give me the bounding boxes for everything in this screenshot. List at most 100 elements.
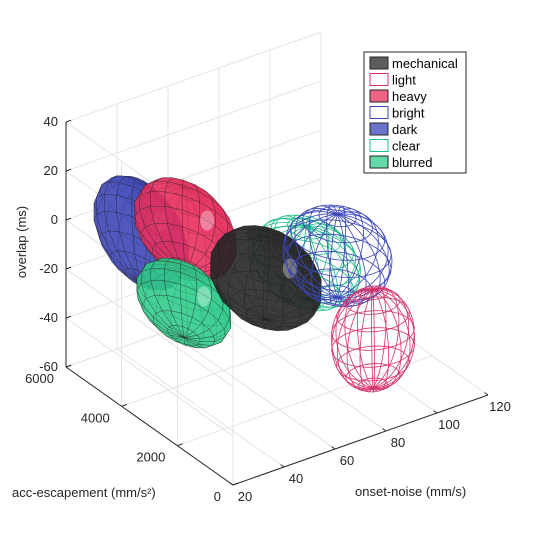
ellipsoid-parallel xyxy=(283,233,392,293)
x-tick xyxy=(433,410,438,414)
ellipsoid-meridian xyxy=(344,287,374,389)
x-tick xyxy=(331,446,336,450)
z-tick xyxy=(65,119,72,123)
ellipsoid-parallel xyxy=(283,219,392,278)
legend-swatch-dark xyxy=(369,122,389,136)
y-tick-label: 6000 xyxy=(25,371,54,386)
ellipsoid-meridian xyxy=(372,289,402,391)
x-tick xyxy=(229,482,234,486)
z-tick-label: 0 xyxy=(51,212,58,227)
ellipsoid-parallel xyxy=(345,363,401,390)
ellipsoid-facet xyxy=(150,268,165,281)
ellipsoid-heavy xyxy=(134,177,237,282)
ellipsoid-parallel xyxy=(289,209,386,261)
legend-label-blurred: blurred xyxy=(392,155,432,170)
ellipsoid-parallel xyxy=(336,296,410,333)
legend-swatch-clear xyxy=(369,139,389,152)
ellipsoid-parallel xyxy=(358,377,388,393)
y-axis-label: acc-escapement (mm/s²) xyxy=(12,485,156,500)
y-tick xyxy=(177,443,183,447)
z-axis-label: overlap (ms) xyxy=(14,206,29,278)
ellipsoid-facet xyxy=(149,191,166,207)
z-tick xyxy=(65,364,72,368)
legend-swatch-mechanical xyxy=(369,56,389,70)
grid-line xyxy=(65,268,234,388)
z-tick-label: 20 xyxy=(44,163,58,178)
grid-line xyxy=(177,355,433,447)
ellipsoid-meridian xyxy=(336,289,374,390)
ellipsoid-meridian xyxy=(305,225,339,311)
ellipsoid-parallel xyxy=(358,285,388,301)
ellipsoid-layer xyxy=(93,175,416,394)
axis-layer: 20 40 60 80 100 120 0 2000 4000 6000-60 -40 -20 0 20 4… xyxy=(25,114,511,504)
ellipsoid-meridian xyxy=(372,287,410,389)
ellipsoid-facet xyxy=(104,194,117,213)
y-tick xyxy=(232,482,239,486)
legend-label-bright: bright xyxy=(392,106,425,121)
legend-swatch-light xyxy=(369,73,389,86)
ellipsoid-meridian xyxy=(372,289,416,389)
grid-line xyxy=(121,315,377,407)
ellipsoid-meridian xyxy=(371,284,374,388)
ellipsoid-meridian xyxy=(294,207,338,298)
ellipsoid-meridian xyxy=(372,286,400,389)
ellipsoid-meridian xyxy=(346,289,374,392)
x-axis-label: onset-noise (mm/s) xyxy=(355,484,466,499)
z-tick xyxy=(65,217,72,221)
legend-label-light: light xyxy=(392,73,416,88)
ellipsoid-parallel xyxy=(331,310,415,351)
ellipsoid-meridian xyxy=(372,289,375,394)
grid-line xyxy=(65,317,234,437)
grid-line xyxy=(218,312,387,432)
z-tick xyxy=(65,266,72,270)
z-tick-label: -40 xyxy=(39,310,58,325)
y-tick xyxy=(121,404,127,407)
ellipsoid-highlight xyxy=(196,286,211,307)
x-tick-label: 60 xyxy=(340,453,354,468)
ellipsoid-facet xyxy=(248,253,269,274)
grid-line xyxy=(65,31,322,123)
ellipsoid-highlight xyxy=(200,210,215,231)
x-tick-label: 40 xyxy=(289,471,303,486)
y-axis-line xyxy=(65,366,234,486)
z-tick xyxy=(65,315,72,319)
legend-label-dark: dark xyxy=(392,122,418,137)
z-tick-label: -20 xyxy=(39,261,58,276)
ellipsoid-meridian xyxy=(282,213,338,298)
ellipsoid-blurred xyxy=(136,258,232,349)
y-tick-label: 2000 xyxy=(136,450,165,465)
legend-label-mechanical: mechanical xyxy=(392,56,458,71)
x-tick-label: 100 xyxy=(438,417,460,432)
z-tick xyxy=(65,168,72,172)
ellipsoid-parallel xyxy=(336,345,410,382)
x-tick xyxy=(382,428,387,432)
y-tick-label: 0 xyxy=(214,489,221,504)
legend-label-clear: clear xyxy=(392,139,421,154)
x-tick-label: 20 xyxy=(238,489,252,504)
ellipsoid-meridian xyxy=(331,289,374,389)
ellipsoid-parallel xyxy=(302,204,374,244)
x-tick-label: 120 xyxy=(489,399,511,414)
ellipsoid-light xyxy=(330,284,416,394)
ellipsoid-facet xyxy=(183,331,198,338)
y-tick-label: 4000 xyxy=(81,410,110,425)
z-tick-label: 40 xyxy=(44,114,58,129)
ellipsoid-parallel xyxy=(318,206,357,228)
z-tick-label: -60 xyxy=(39,359,58,374)
grid-line xyxy=(116,348,285,468)
ellipsoid-parallel xyxy=(345,288,401,315)
grid-line xyxy=(167,330,336,450)
ellipsoid-facet xyxy=(265,312,284,321)
x-tick xyxy=(280,464,285,468)
ellipsoid-meridian xyxy=(372,289,415,389)
grid-line xyxy=(65,80,322,172)
legend-swatch-heavy xyxy=(369,89,389,103)
x-axis-line xyxy=(232,394,489,486)
x-tick xyxy=(484,392,489,396)
ellipsoid-facet xyxy=(96,194,105,215)
legend-label-heavy: heavy xyxy=(392,89,427,104)
legend-swatch-blurred xyxy=(369,155,389,169)
x-tick-label: 80 xyxy=(391,435,405,450)
